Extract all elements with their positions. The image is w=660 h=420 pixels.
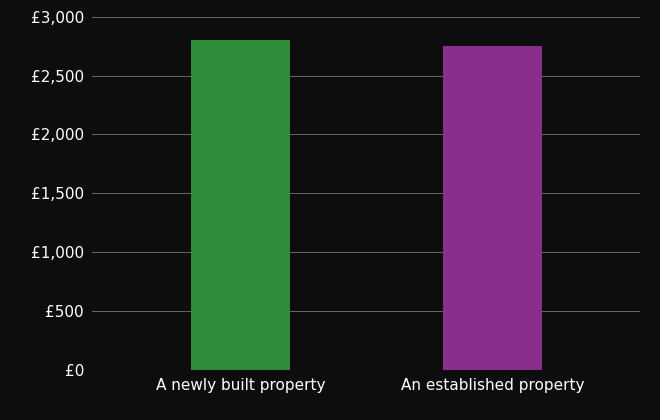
Bar [191, 40, 290, 370]
Bar [443, 46, 542, 370]
